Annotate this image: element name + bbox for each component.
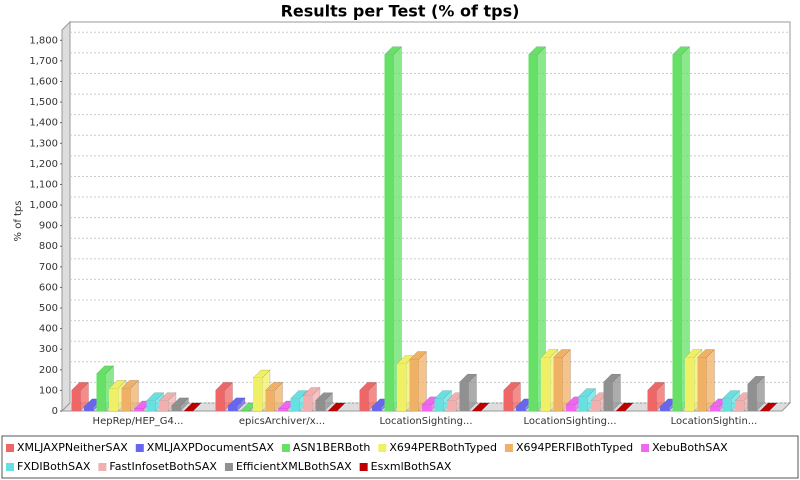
y-tick-label: 1,500 xyxy=(29,97,58,108)
bar xyxy=(384,54,394,412)
bar xyxy=(685,357,694,411)
y-tick-label: 900 xyxy=(39,221,58,232)
x-tick-label: LocationSightin... xyxy=(671,416,758,427)
legend-swatch xyxy=(281,444,290,452)
bar xyxy=(134,408,143,411)
bar xyxy=(672,54,682,412)
y-tick-label: 1,700 xyxy=(29,56,58,67)
bar xyxy=(459,382,469,411)
y-tick-label: 700 xyxy=(39,262,58,273)
legend-label: X694PERFIBothTyped xyxy=(516,441,633,454)
legend-swatch xyxy=(135,444,144,452)
y-tick-label: 600 xyxy=(39,282,58,293)
legend-label: XebuBothSAX xyxy=(652,441,728,454)
bar xyxy=(159,400,168,411)
legend-swatch xyxy=(98,463,107,471)
y-tick-label: 200 xyxy=(39,365,58,376)
bar xyxy=(697,357,707,411)
bar xyxy=(603,382,613,411)
legend-swatch xyxy=(504,444,513,452)
bar xyxy=(735,400,744,411)
bar xyxy=(660,406,669,411)
y-tick-label: 1,100 xyxy=(29,179,58,190)
legend-label: FXDIBothSAX xyxy=(17,460,91,473)
legend-label: EsxmlBothSAX xyxy=(371,460,452,473)
legend-label: FastInfosetBothSAX xyxy=(109,460,217,473)
bar xyxy=(265,390,275,411)
chart-title: Results per Test (% of tps) xyxy=(281,2,520,21)
x-tick-label: HepRep/HEP_G4... xyxy=(93,416,184,427)
bar xyxy=(647,390,657,411)
y-tick-label: 800 xyxy=(39,241,58,252)
y-tick-label: 1,000 xyxy=(29,200,58,211)
bar xyxy=(447,400,456,411)
bar xyxy=(171,405,181,411)
legend-swatch xyxy=(6,463,14,471)
bar xyxy=(315,400,325,411)
legend-swatch xyxy=(224,463,233,471)
bar xyxy=(121,388,131,411)
legend-swatch xyxy=(6,444,14,452)
y-tick-label: 1,200 xyxy=(29,159,58,170)
y-tick-label: 400 xyxy=(39,324,58,335)
y-tick-label: 1,300 xyxy=(29,138,58,149)
bar xyxy=(541,357,550,411)
y-tick-label: 300 xyxy=(39,344,58,355)
legend-label: XMLJAXPDocumentSAX xyxy=(147,441,275,454)
bar xyxy=(528,54,538,412)
y-tick-label: 0 xyxy=(52,406,58,417)
legend-swatch xyxy=(359,463,368,471)
bar xyxy=(553,357,563,411)
bar xyxy=(71,390,81,411)
bar xyxy=(372,406,381,411)
bar xyxy=(578,396,588,411)
y-tick-label: 100 xyxy=(39,385,58,396)
bar xyxy=(215,390,225,411)
bar xyxy=(96,373,106,411)
legend-label: ASN1BERBoth xyxy=(293,441,370,454)
bar xyxy=(278,408,287,411)
y-tick-label: 500 xyxy=(39,303,58,314)
bar xyxy=(434,398,444,411)
legend-label: X694PERBothTyped xyxy=(389,441,497,454)
bar xyxy=(710,406,719,411)
legend-swatch xyxy=(641,444,650,452)
x-tick-label: epicsArchiver/x... xyxy=(239,416,325,427)
bar xyxy=(84,406,93,411)
bar xyxy=(516,406,525,411)
bar xyxy=(422,404,431,411)
bar xyxy=(397,363,406,411)
bar xyxy=(290,398,300,411)
legend-label: XMLJAXPNeitherSAX xyxy=(17,441,128,454)
bar-side xyxy=(706,348,715,412)
x-tick-label: LocationSighting... xyxy=(523,416,616,427)
y-tick-label: 1,800 xyxy=(29,35,58,46)
bar xyxy=(747,384,757,411)
side-wall xyxy=(61,20,71,413)
bar xyxy=(253,378,262,411)
legend-label: EfficientXMLBothSAX xyxy=(236,460,352,473)
bar-side xyxy=(393,46,402,412)
bar xyxy=(359,390,369,411)
bar xyxy=(228,405,237,411)
bar xyxy=(722,398,732,411)
bar xyxy=(591,400,600,411)
bar xyxy=(146,400,156,411)
x-tick-label: LocationSighting... xyxy=(379,416,472,427)
legend-box xyxy=(1,435,799,479)
y-axis-label: % of tps xyxy=(13,201,24,242)
bar xyxy=(109,388,118,411)
y-tick-label: 1,600 xyxy=(29,76,58,87)
y-tick-label: 1,400 xyxy=(29,118,58,129)
legend-swatch xyxy=(378,444,387,452)
bar xyxy=(303,395,312,411)
bar xyxy=(409,359,419,411)
bar xyxy=(503,390,513,411)
bar xyxy=(566,404,575,411)
